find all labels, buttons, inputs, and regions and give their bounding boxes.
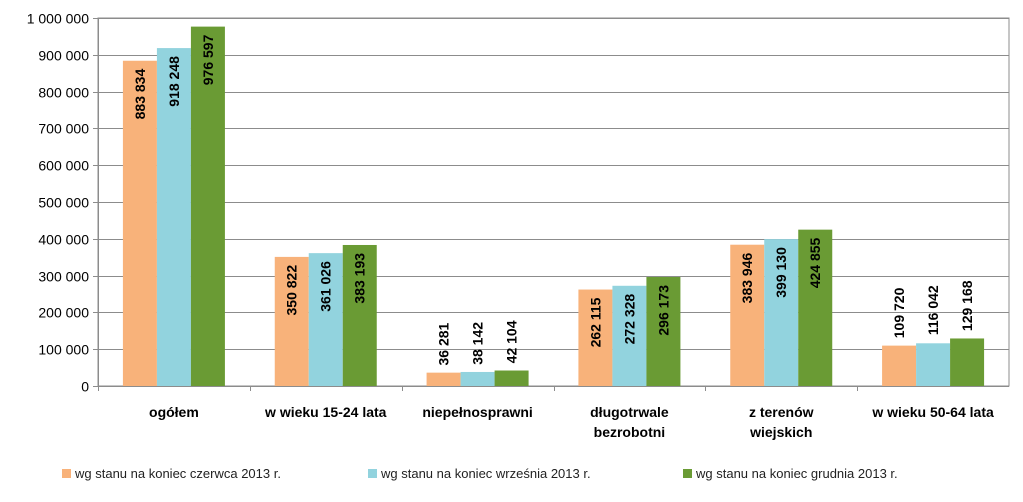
bar: [274, 256, 309, 386]
x-tick-label: w wieku 15-24 lata: [264, 404, 387, 420]
bar: [156, 48, 191, 386]
data-label: 383 946: [739, 252, 755, 303]
data-label: 976 597: [200, 34, 216, 85]
legend-swatch: [62, 469, 71, 478]
bar: [950, 338, 985, 386]
data-label: 36 281: [436, 322, 452, 365]
x-tick-label: w wieku 50-64 lata: [871, 404, 994, 420]
x-tick-label: z terenów: [749, 404, 814, 420]
x-tick-label: niepełnosprawni: [422, 404, 532, 420]
bar: [426, 372, 461, 386]
bar: [460, 371, 495, 386]
bar: [612, 285, 647, 386]
legend-swatch: [368, 469, 377, 478]
data-label: 883 834: [132, 69, 148, 120]
data-label: 296 173: [655, 285, 671, 336]
bar: [916, 343, 951, 386]
bar: [764, 239, 799, 386]
data-label: 383 193: [352, 253, 368, 304]
data-label: 42 104: [504, 320, 520, 363]
legend-entry: wg stanu na koniec grudnia 2013 r.: [695, 466, 898, 481]
y-tick-label: 600 000: [38, 158, 89, 174]
bar: [122, 60, 157, 387]
data-label: 361 026: [318, 261, 334, 312]
legend-entry: wg stanu na koniec czerwca 2013 r.: [74, 466, 281, 481]
y-tick-label: 200 000: [38, 305, 89, 321]
legend-entry: wg stanu na koniec września 2013 r.: [380, 466, 591, 481]
y-tick-label: 300 000: [38, 269, 89, 285]
y-tick-label: 700 000: [38, 121, 89, 137]
data-label: 116 042: [925, 285, 941, 335]
legend-swatch: [683, 469, 692, 478]
data-label: 399 130: [773, 247, 789, 298]
x-tick-label: wiejskich: [749, 424, 812, 440]
data-label: 918 248: [166, 56, 182, 107]
bar: [882, 345, 917, 386]
bar: [190, 26, 225, 386]
bar: [578, 289, 613, 386]
x-tick-label: bezrobotni: [594, 424, 666, 440]
bar: [308, 253, 343, 386]
y-tick-label: 500 000: [38, 195, 89, 211]
x-tick-label: długotrwale: [590, 404, 669, 420]
bar: [342, 244, 377, 386]
bar: [730, 244, 765, 386]
data-label: 38 142: [470, 322, 486, 365]
y-tick-label: 0: [81, 379, 89, 395]
y-tick-label: 100 000: [38, 342, 89, 358]
x-tick-label: ogółem: [149, 404, 199, 420]
y-tick-label: 900 000: [38, 48, 89, 64]
data-label: 350 822: [284, 265, 300, 316]
data-label: 109 720: [891, 287, 907, 338]
y-tick-label: 1 000 000: [27, 11, 89, 27]
bar: [798, 229, 833, 386]
y-tick-label: 400 000: [38, 232, 89, 248]
data-label: 129 168: [959, 280, 975, 331]
bar: [494, 370, 529, 386]
bar: [646, 277, 681, 386]
data-label: 272 328: [621, 294, 637, 345]
y-tick-label: 800 000: [38, 85, 89, 101]
data-label: 424 855: [807, 237, 823, 288]
data-label: 262 115: [587, 297, 603, 347]
